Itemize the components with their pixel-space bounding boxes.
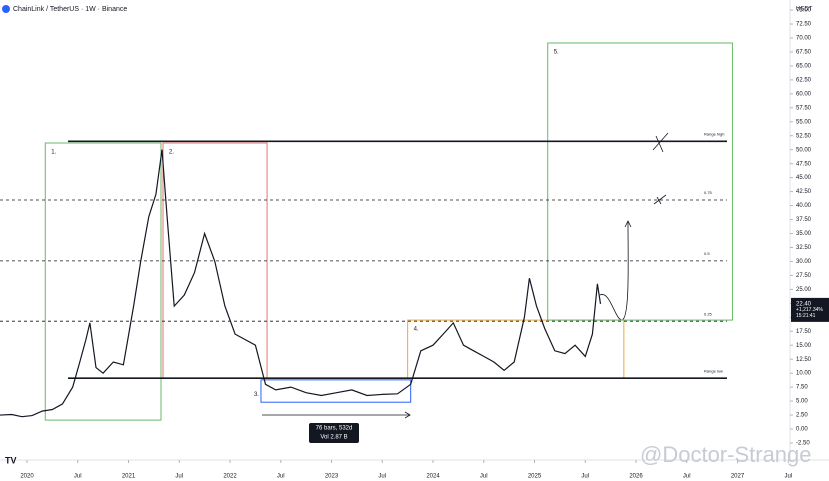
- level-label: 0.5: [704, 251, 710, 256]
- x-tick-label: Jul: [175, 474, 183, 480]
- measure-box: [309, 423, 359, 443]
- level-label: 0.25: [704, 311, 713, 316]
- y-tick-label: 25.00: [796, 287, 812, 293]
- y-tick-label: 15.00: [796, 343, 812, 349]
- y-tick-label: 65.00: [796, 63, 812, 69]
- y-tick-label: 45.00: [796, 175, 812, 181]
- y-tick-label: 55.00: [796, 119, 812, 125]
- x-tick-label: Jul: [683, 474, 691, 480]
- x-tick-label: Jul: [74, 474, 82, 480]
- x-tick-label: Jul: [277, 474, 285, 480]
- x-tick-label: Jul: [581, 474, 589, 480]
- measure-volume: Vol 2.87 B: [320, 435, 347, 441]
- y-tick-label: 17.50: [796, 329, 812, 335]
- zone-label: 4.: [414, 327, 419, 333]
- y-tick-label: 42.50: [796, 189, 812, 195]
- change-label: +1,217.34%: [796, 307, 823, 313]
- y-tick-label: 47.50: [796, 161, 812, 167]
- price-line: [0, 149, 602, 418]
- price-tag: [791, 297, 829, 322]
- symbol-icon: [2, 5, 10, 13]
- zone-box: [260, 379, 412, 403]
- x-tick-label: 2026: [629, 474, 643, 480]
- zone-label: 1.: [51, 150, 56, 156]
- arrow-head: [404, 411, 411, 419]
- countdown: 15:21:41: [796, 313, 816, 319]
- x-tick-label: 2020: [20, 474, 34, 480]
- x-tick-label: 2023: [325, 474, 339, 480]
- y-tick-label: 30.00: [796, 259, 812, 265]
- y-tick-label: 2.50: [796, 413, 808, 419]
- logo: TV: [5, 455, 17, 465]
- y-tick-label: 75.00: [796, 8, 812, 14]
- zone-label: 2.: [169, 150, 174, 156]
- y-tick-label: 0.00: [796, 427, 808, 433]
- zone-box: [547, 42, 733, 321]
- y-tick-label: 5.00: [796, 399, 808, 405]
- x-tick-label: 2027: [731, 474, 745, 480]
- level-label: Range high: [704, 131, 724, 136]
- zone-box: [44, 142, 162, 421]
- y-tick-label: 40.00: [796, 203, 812, 209]
- y-tick-label: 52.50: [796, 133, 812, 139]
- watermark: @Doctor-Strange: [640, 442, 812, 467]
- x-tick-label: 2025: [528, 474, 542, 480]
- y-tick-label: 7.50: [796, 385, 808, 391]
- level-label: Range low: [704, 368, 723, 373]
- y-tick-label: 35.00: [796, 231, 812, 237]
- projection-path: [599, 221, 629, 321]
- level-label: 0.75: [704, 190, 713, 195]
- zone-label: 3.: [254, 392, 259, 398]
- y-tick-label: 27.50: [796, 273, 812, 279]
- x-tick-label: 2022: [223, 474, 237, 480]
- measure-bars: 76 bars, 532d: [316, 426, 353, 432]
- projection-arrow: [624, 220, 632, 228]
- x-tick-label: 2021: [122, 474, 136, 480]
- y-tick-label: 50.00: [796, 147, 812, 153]
- y-tick-label: 12.50: [796, 357, 812, 363]
- y-tick-label: 37.50: [796, 217, 812, 223]
- chart-title: ChainLink / TetherUS · 1W · Binance: [13, 6, 127, 13]
- y-tick-label: 60.00: [796, 91, 812, 97]
- y-tick-label: 62.50: [796, 77, 812, 83]
- price-label: 22.40: [796, 301, 812, 307]
- x-tick-label: 2024: [426, 474, 440, 480]
- y-tick-label: 70.00: [796, 36, 812, 42]
- zone-label: 5.: [554, 50, 559, 56]
- x-tick-label: Jul: [784, 474, 792, 480]
- y-tick-label: -2.50: [796, 441, 810, 447]
- y-tick-label: 72.50: [796, 22, 812, 28]
- y-tick-label: 32.50: [796, 245, 812, 251]
- y-tick-label: 57.50: [796, 105, 812, 111]
- x-tick-label: Jul: [480, 474, 488, 480]
- x-mark: [653, 194, 667, 205]
- x-tick-label: Jul: [378, 474, 386, 480]
- y-tick-label: 10.00: [796, 371, 812, 377]
- axis-unit: USDT: [796, 7, 813, 13]
- y-tick-label: 67.50: [796, 50, 812, 56]
